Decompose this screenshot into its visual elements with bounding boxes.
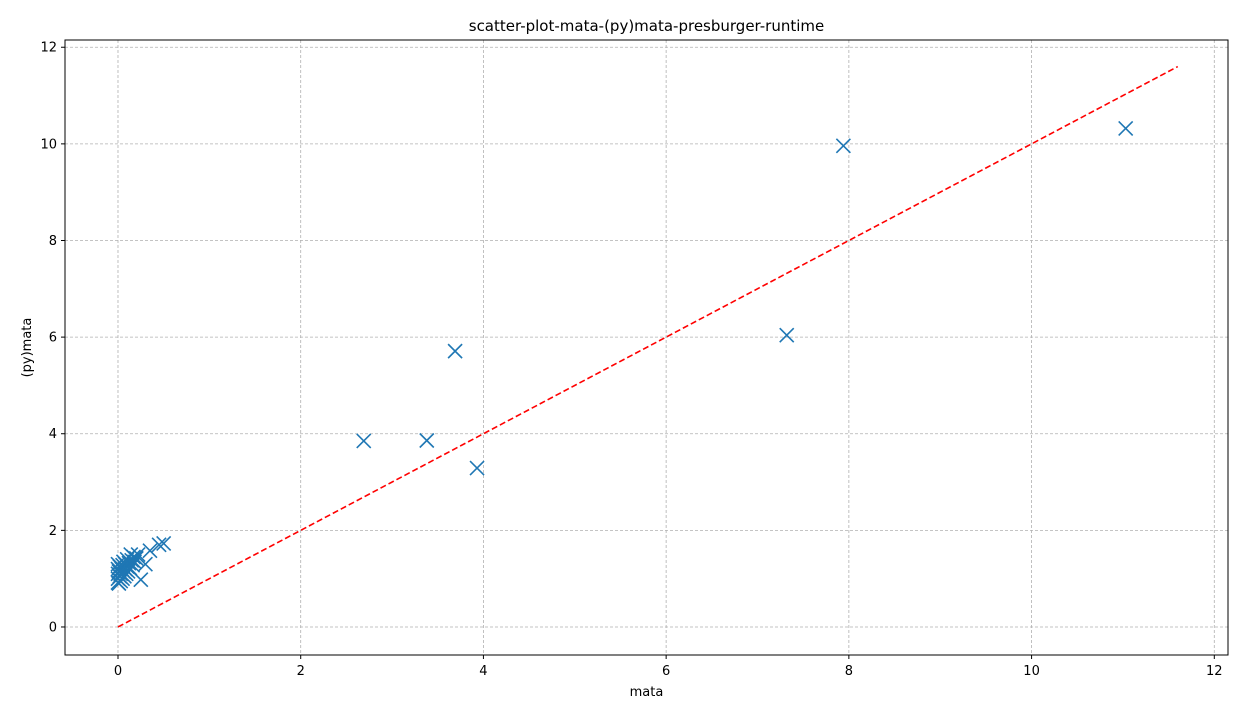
data-point: [419, 432, 435, 449]
y-tick-label: 2: [49, 524, 57, 539]
data-point: [142, 543, 158, 559]
y-tick-label: 12: [40, 41, 57, 56]
y-tick-label: 6: [49, 331, 57, 346]
data-point: [151, 537, 167, 553]
y-tick-label: 4: [49, 427, 57, 442]
data-point: [779, 327, 795, 343]
x-tick-label: 4: [479, 664, 487, 679]
x-tick-label: 6: [662, 664, 670, 679]
data-point: [156, 535, 172, 551]
x-tick-label: 12: [1206, 664, 1223, 679]
y-tick-label: 0: [49, 620, 57, 635]
data-point: [469, 460, 485, 476]
y-axis-title: (py)mata: [20, 318, 35, 378]
ticks: 0 2 4 6 8 10 12 0 2 4 6 8 10 12: [40, 41, 1222, 679]
x-tick-label: 0: [114, 664, 122, 679]
data-point: [110, 574, 126, 591]
plot-frame: [64, 39, 1229, 656]
points-layer: [110, 120, 1134, 592]
data-point: [110, 571, 126, 587]
data-point: [356, 433, 372, 449]
x-axis-title: mata: [630, 685, 664, 700]
y-tick-label: 10: [40, 137, 57, 152]
chart-title: scatter-plot-mata-(py)mata-presburger-ru…: [469, 17, 824, 35]
x-tick-label: 2: [297, 664, 305, 679]
data-point: [447, 343, 463, 359]
reference-line-layer: [117, 65, 1179, 628]
data-point: [1118, 120, 1134, 136]
y-tick-label: 8: [49, 234, 57, 249]
x-tick-label: 10: [1023, 664, 1040, 679]
reference-line: [117, 65, 1179, 628]
x-tick-label: 8: [845, 664, 853, 679]
grid: [65, 40, 1228, 655]
data-point: [835, 138, 851, 154]
